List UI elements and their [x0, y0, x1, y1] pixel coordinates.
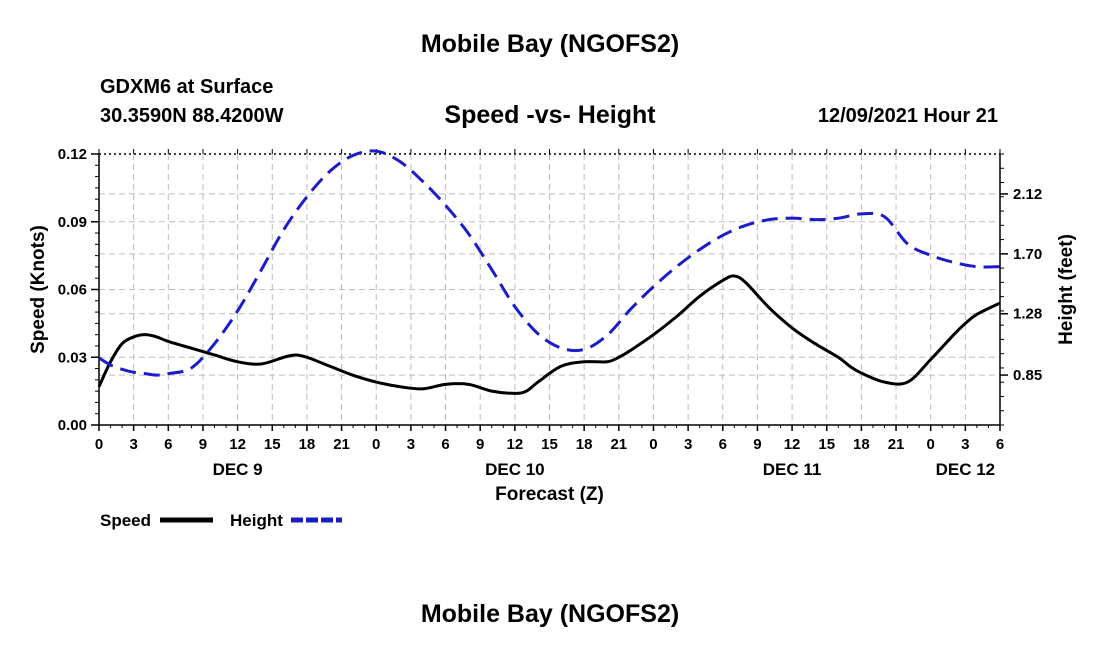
x-tick-label: 6	[441, 436, 449, 453]
y-right-tick-label: 2.12	[1013, 186, 1042, 203]
x-tick-label: 0	[95, 436, 103, 453]
y-left-tick-label: 0.09	[58, 214, 87, 231]
y-left-tick-label: 0.12	[58, 146, 87, 163]
x-tick-label: 6	[719, 436, 727, 453]
y-right-tick-label: 1.70	[1013, 246, 1042, 263]
series-line-height	[98, 149, 1001, 377]
x-tick-label: 15	[264, 436, 281, 453]
x-tick-label: 3	[129, 436, 137, 453]
x-tick-label: 21	[333, 436, 350, 453]
x-tick-label: 15	[541, 436, 558, 453]
bottom-title: Mobile Bay (NGOFS2)	[420, 600, 680, 628]
x-tick-label: 3	[407, 436, 415, 453]
y-right-tick-label: 1.28	[1013, 306, 1042, 323]
x-tick-label: 12	[507, 436, 524, 453]
x-tick-label: 18	[576, 436, 593, 453]
x-tick-label: 0	[927, 436, 935, 453]
legend-label: Speed	[100, 511, 151, 530]
x-tick-label: 21	[610, 436, 627, 453]
x-tick-label: 12	[784, 436, 801, 453]
x-tick-label: 21	[888, 436, 905, 453]
x-tick-label: 0	[372, 436, 380, 453]
x-axis-title: Forecast (Z)	[495, 484, 604, 505]
station-line: GDXM6 at Surface	[100, 76, 274, 98]
day-label: DEC 12	[936, 460, 996, 479]
x-tick-label: 3	[961, 436, 969, 453]
y-left-tick-label: 0.03	[58, 349, 87, 366]
x-tick-label: 9	[199, 436, 207, 453]
y-right-axis-title: Height (feet)	[1056, 234, 1077, 345]
y-left-tick-label: 0.06	[58, 282, 87, 299]
day-label: DEC 9	[213, 460, 263, 479]
x-tick-label: 6	[996, 436, 1004, 453]
x-tick-label: 6	[164, 436, 172, 453]
x-tick-label: 9	[476, 436, 484, 453]
station-coords: 30.3590N 88.4200W	[100, 105, 284, 127]
y-left-axis-title: Speed (Knots)	[28, 225, 49, 354]
top-title: Mobile Bay (NGOFS2)	[420, 30, 680, 58]
y-left-tick-label: 0.00	[58, 417, 87, 434]
y-right-tick-label: 0.85	[1013, 367, 1042, 384]
legend-label: Height	[230, 511, 283, 530]
day-label: DEC 10	[485, 460, 545, 479]
x-tick-label: 12	[229, 436, 246, 453]
x-tick-label: 0	[649, 436, 657, 453]
forecast-datetime: 12/09/2021 Hour 21	[817, 105, 998, 127]
x-tick-label: 18	[299, 436, 316, 453]
x-tick-label: 3	[684, 436, 692, 453]
x-tick-label: 9	[753, 436, 761, 453]
day-label: DEC 11	[763, 460, 822, 479]
x-tick-label: 18	[853, 436, 870, 453]
x-tick-label: 15	[818, 436, 835, 453]
series-line-speed	[97, 274, 1001, 395]
plot-title: Speed -vs- Height	[444, 101, 656, 129]
